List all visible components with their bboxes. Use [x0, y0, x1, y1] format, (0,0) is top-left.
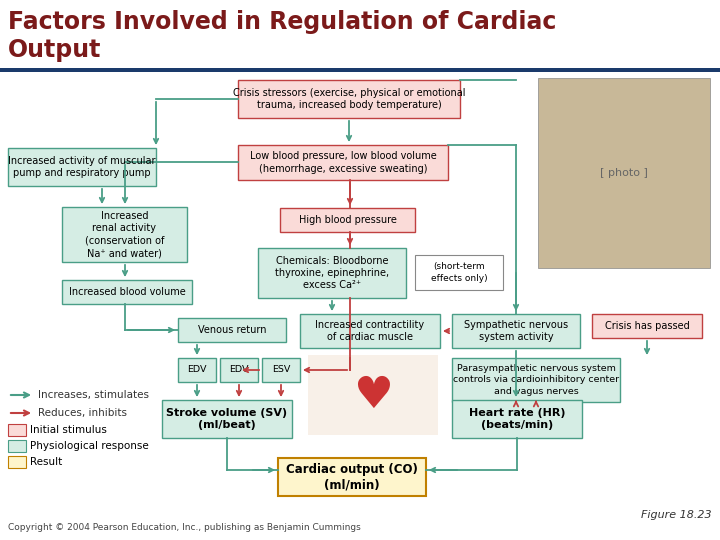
FancyBboxPatch shape	[278, 458, 426, 496]
FancyBboxPatch shape	[8, 440, 26, 452]
Text: Physiological response: Physiological response	[30, 441, 149, 451]
Bar	[0, 68, 720, 72]
FancyBboxPatch shape	[8, 148, 156, 186]
Text: Copyright © 2004 Pearson Education, Inc., publishing as Benjamin Cummings: Copyright © 2004 Pearson Education, Inc.…	[8, 523, 361, 532]
FancyBboxPatch shape	[220, 358, 258, 382]
Text: (short-term
effects only): (short-term effects only)	[431, 262, 487, 282]
Text: Initial stimulus: Initial stimulus	[30, 425, 107, 435]
FancyBboxPatch shape	[162, 400, 292, 438]
Text: Increased
renal activity
(conservation of
Na⁺ and water): Increased renal activity (conservation o…	[85, 211, 164, 258]
Text: [ photo ]: [ photo ]	[600, 168, 648, 178]
FancyBboxPatch shape	[258, 248, 406, 298]
Text: Chemicals: Bloodborne
thyroxine, epinephrine,
excess Ca²⁺: Chemicals: Bloodborne thyroxine, epineph…	[275, 255, 389, 291]
Text: Result: Result	[30, 457, 62, 467]
FancyBboxPatch shape	[452, 358, 620, 402]
Text: Stroke volume (SV)
(ml/beat): Stroke volume (SV) (ml/beat)	[166, 408, 287, 430]
FancyBboxPatch shape	[62, 207, 187, 262]
Bar	[538, 78, 710, 268]
FancyBboxPatch shape	[238, 145, 448, 180]
Text: Parasympathetic nervous system
controls via cardioinhibitory center
and vagus ne: Parasympathetic nervous system controls …	[453, 364, 619, 396]
FancyBboxPatch shape	[8, 424, 26, 436]
FancyBboxPatch shape	[452, 400, 582, 438]
Text: ESV: ESV	[272, 366, 290, 375]
Text: Increased activity of muscular
pump and respiratory pump: Increased activity of muscular pump and …	[8, 156, 156, 178]
Text: Reduces, inhibits: Reduces, inhibits	[38, 408, 127, 418]
Text: Increased blood volume: Increased blood volume	[68, 287, 185, 297]
FancyBboxPatch shape	[62, 280, 192, 304]
Text: Factors Involved in Regulation of Cardiac: Factors Involved in Regulation of Cardia…	[8, 10, 557, 34]
Text: ♥: ♥	[353, 374, 393, 416]
Text: Sympathetic nervous
system activity: Sympathetic nervous system activity	[464, 320, 568, 342]
Text: EDV: EDV	[229, 366, 248, 375]
Text: Output: Output	[8, 38, 102, 62]
FancyBboxPatch shape	[178, 318, 286, 342]
Text: EDV: EDV	[187, 366, 207, 375]
Text: Venous return: Venous return	[198, 325, 266, 335]
Text: Cardiac output (CO)
(ml/min): Cardiac output (CO) (ml/min)	[286, 462, 418, 491]
Text: Low blood pressure, low blood volume
(hemorrhage, excessive sweating): Low blood pressure, low blood volume (he…	[250, 151, 436, 174]
Text: Figure 18.23: Figure 18.23	[642, 510, 712, 520]
Text: Heart rate (HR)
(beats/min): Heart rate (HR) (beats/min)	[469, 408, 565, 430]
Text: Increases, stimulates: Increases, stimulates	[38, 390, 149, 400]
FancyBboxPatch shape	[300, 314, 440, 348]
Text: High blood pressure: High blood pressure	[299, 215, 397, 225]
FancyBboxPatch shape	[415, 255, 503, 290]
Text: Crisis has passed: Crisis has passed	[605, 321, 689, 331]
Text: Crisis stressors (exercise, physical or emotional
trauma, increased body tempera: Crisis stressors (exercise, physical or …	[233, 88, 465, 110]
FancyBboxPatch shape	[262, 358, 300, 382]
FancyBboxPatch shape	[452, 314, 580, 348]
FancyBboxPatch shape	[178, 358, 216, 382]
FancyBboxPatch shape	[280, 208, 415, 232]
Text: Increased contractility
of cardiac muscle: Increased contractility of cardiac muscl…	[315, 320, 425, 342]
Bar	[308, 355, 438, 435]
FancyBboxPatch shape	[238, 80, 460, 118]
FancyBboxPatch shape	[592, 314, 702, 338]
FancyBboxPatch shape	[8, 456, 26, 468]
